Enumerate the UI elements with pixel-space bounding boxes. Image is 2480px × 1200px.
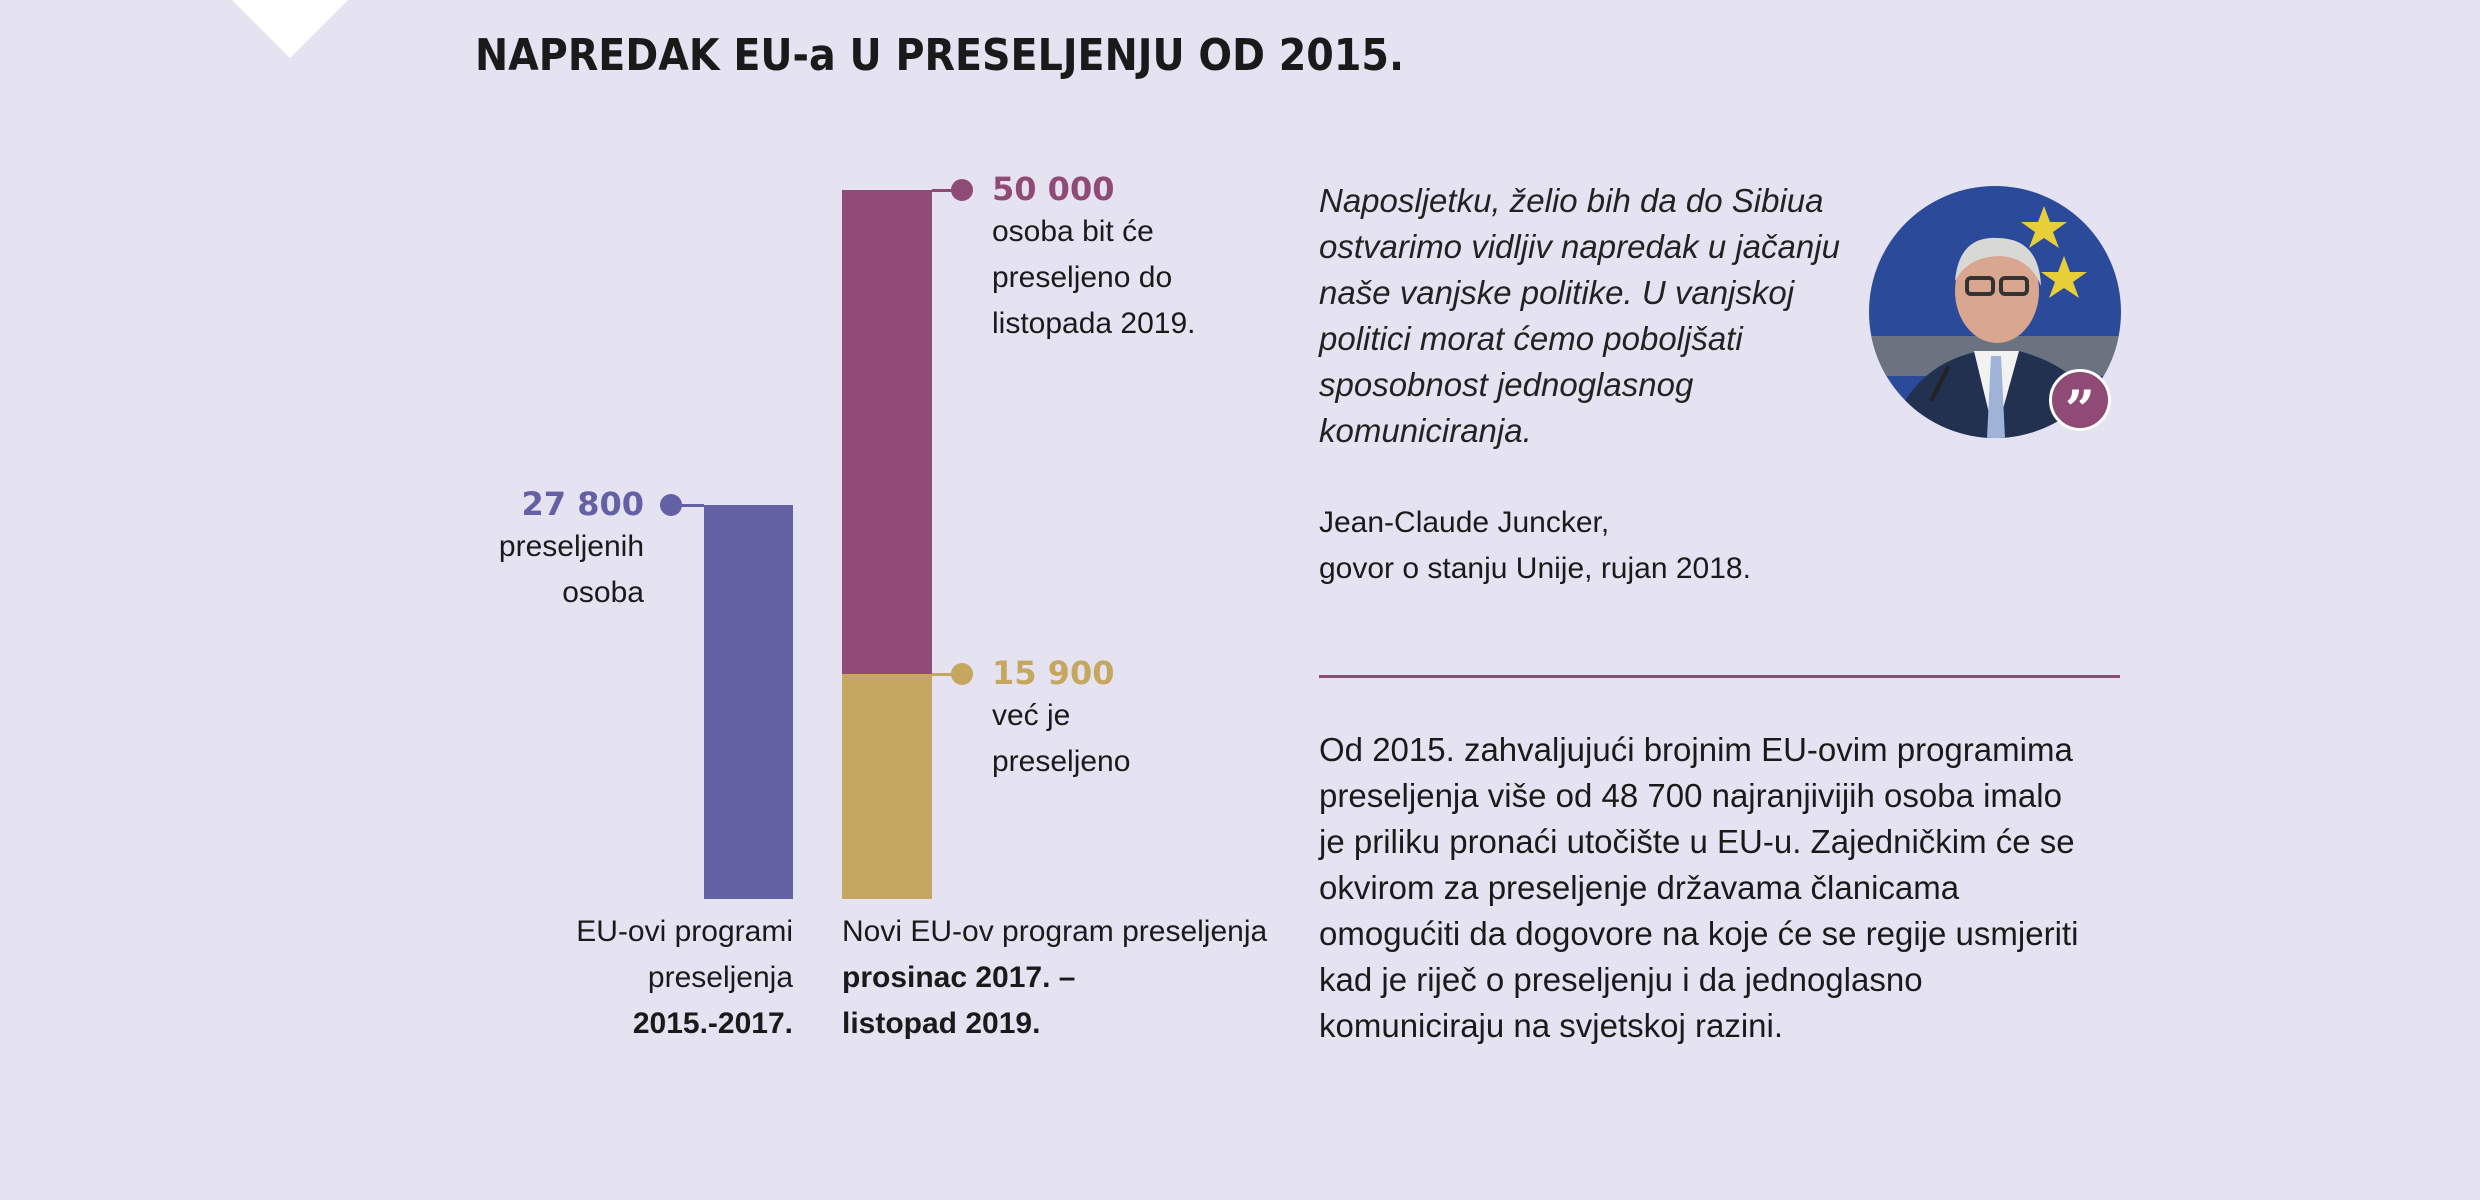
category-label-1: EU-ovi programi preseljenja 2015.-2017. (576, 909, 793, 1047)
quote-mark-icon: ” (2049, 369, 2111, 441)
data-label-27800: 27 800 (521, 484, 644, 523)
label-line: EU-ovi programi (576, 915, 793, 948)
marker-dot (951, 662, 973, 685)
marker-line (671, 503, 704, 507)
label-line: listopad 2019. (842, 1007, 1041, 1040)
page-title: NAPREDAK EU-a U PRESELJENJU OD 2015. (475, 30, 1404, 81)
marker-line (932, 189, 952, 192)
marker-line (932, 672, 952, 676)
data-label-15900: 15 900 (992, 653, 1115, 692)
label-line: listopada 2019. (992, 307, 1196, 340)
category-label-2: Novi EU-ov program preseljenja prosinac … (842, 909, 1267, 1047)
label-line: preseljenih (498, 529, 644, 563)
label-line: osoba (562, 575, 644, 609)
label-line: prosinac 2017. – (842, 961, 1076, 994)
data-label-50000: 50 000 (992, 170, 1115, 208)
marker-dot (951, 179, 973, 201)
bar-2015-2017 (704, 504, 793, 899)
bar-resettled-2019 (842, 673, 932, 899)
data-label-text: preseljenih osoba (499, 524, 644, 616)
label-line: Novi EU-ov program preseljenja (842, 915, 1268, 948)
data-label-text: osoba bit će preseljeno do listopada 201… (992, 209, 1196, 347)
star-icon (2041, 256, 2087, 298)
star-icon (2021, 206, 2067, 248)
decorative-triangle (232, 0, 348, 58)
body-paragraph: Od 2015. zahvaljujući brojnim EU-ovim pr… (1319, 731, 2079, 1044)
quote-text: Naposljetku, želio bih da do Sibiua ostv… (1319, 182, 1840, 449)
bar-total-2019 (842, 190, 932, 674)
data-label-text: već je preseljeno (992, 693, 1130, 785)
quote-author: Jean-Claude Juncker, govor o stanju Unij… (1319, 506, 1751, 585)
label-line: osoba bit će (992, 215, 1154, 248)
divider (1319, 675, 2120, 678)
label-line: preseljenja (647, 961, 793, 994)
label-line: preseljeno do (992, 261, 1173, 294)
label-line: 2015.-2017. (632, 1007, 793, 1040)
label-line: već je (992, 698, 1071, 732)
label-line: preseljeno (992, 744, 1131, 778)
